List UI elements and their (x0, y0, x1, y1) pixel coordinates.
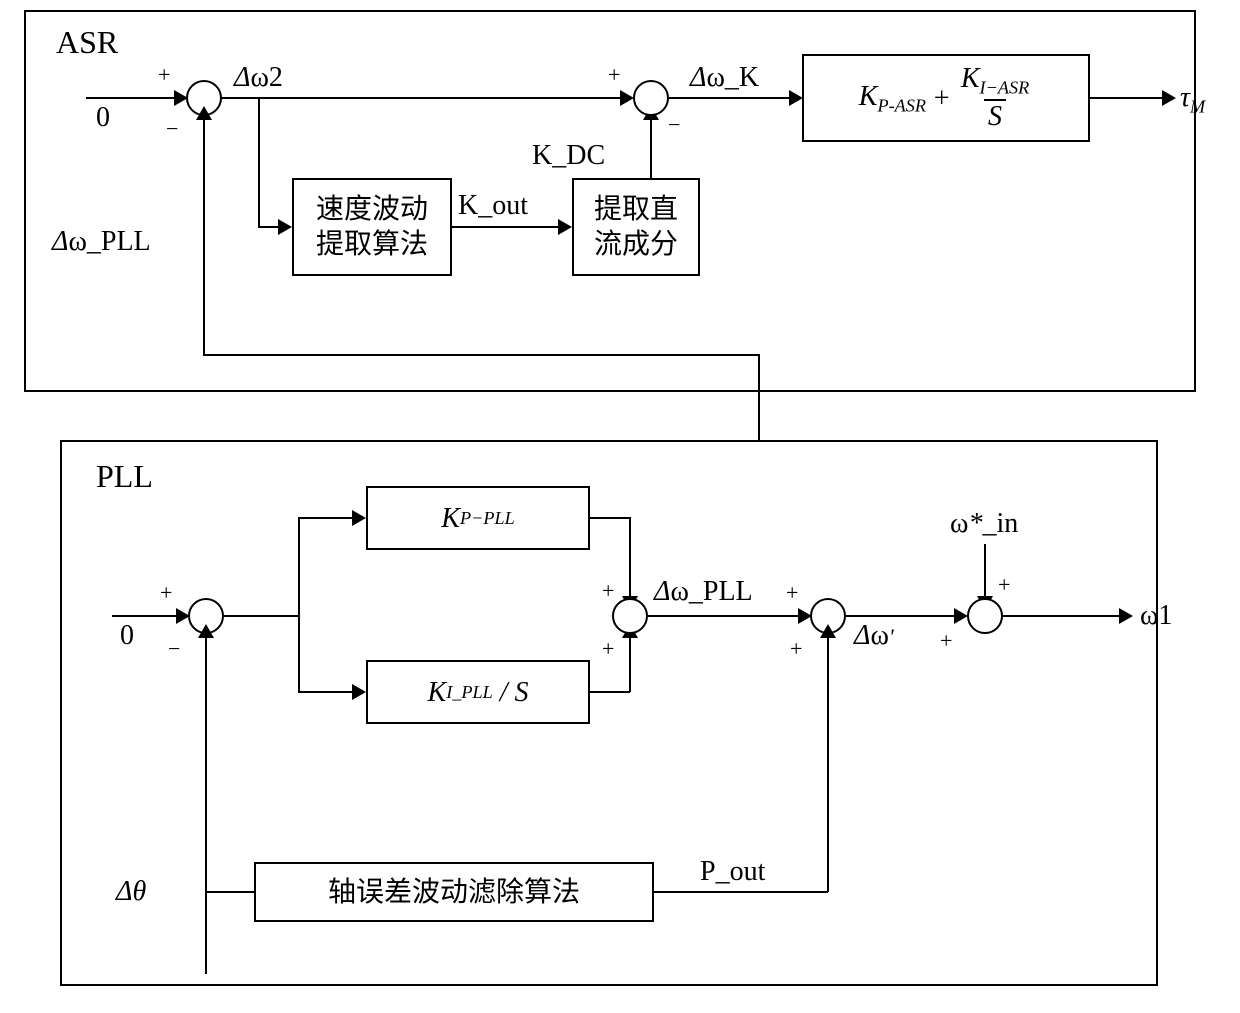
pout-arrow (820, 624, 836, 638)
dc-extract-block: 提取直流成分 (572, 178, 700, 276)
pll-sum1-minus: − (168, 636, 180, 662)
pout-v (827, 634, 829, 892)
asr-fb-arrow (196, 106, 212, 120)
asr-s2-pi-arrow (789, 90, 803, 106)
asr-s1-s2 (222, 97, 624, 99)
asr-in-line (86, 97, 178, 99)
kp-out-h (590, 517, 630, 519)
kdc-label: K_DC (532, 140, 605, 172)
speed-ripple-block: 速度波动提取算法 (292, 178, 452, 276)
dtheta-arrow (198, 624, 214, 638)
asr-pi-block: KP-ASR + KI−ASRS (802, 54, 1090, 142)
pll-split-v (298, 517, 300, 693)
ki-out-h (590, 691, 630, 693)
kdc-line (650, 116, 652, 178)
pll-out-line (1003, 615, 1123, 617)
omega-star-in-label: ω*_in (950, 508, 1018, 540)
pll-out-arrow (1119, 608, 1133, 624)
asr-fb-h (203, 354, 760, 356)
ki-pll-block: KI_PLL / S (366, 660, 590, 724)
dc-extract-text: 提取直流成分 (594, 192, 678, 262)
pll-s3-s4 (846, 615, 958, 617)
pout-label: P_out (700, 856, 765, 888)
asr-sum2 (633, 80, 669, 116)
omega-star-v (984, 544, 986, 600)
pll-sum2 (612, 598, 648, 634)
shaft-err-text: 轴误差波动滤除算法 (328, 875, 580, 910)
asr-out-arrow (1162, 90, 1176, 106)
pll-to-kp-arrow (352, 510, 366, 526)
pll-sum3-plus-b: + (790, 636, 802, 662)
pll-zero: 0 (120, 620, 134, 652)
asr-s2-pi (669, 97, 793, 99)
asr-title: ASR (56, 24, 118, 61)
pll-dw-pll-label: Δω_PLL (654, 576, 753, 608)
pll-in-line (112, 615, 180, 617)
pll-s2-s3 (648, 615, 802, 617)
pll-s3-s4-arrow (954, 608, 968, 624)
dtheta-v (205, 634, 207, 974)
pll-sum2-plus-bot: + (602, 636, 614, 662)
delta-omega-k-label: Δω_K (690, 62, 759, 94)
speed-ripple-text: 速度波动提取算法 (316, 192, 428, 262)
pll-sum4-plus-l: + (940, 628, 952, 654)
dtheta-h (205, 891, 254, 893)
omega1-label: ω1 (1140, 600, 1172, 632)
kp-out-v (629, 517, 631, 600)
asr-out-line (1090, 97, 1166, 99)
asr-sum2-minus: − (668, 112, 680, 138)
pll-sum1-plus: + (160, 580, 172, 606)
pll-s1-out (224, 615, 300, 617)
kout-arrow (558, 219, 572, 235)
delta-theta-label: Δθ (116, 876, 146, 908)
pll-sum2-plus-top: + (602, 578, 614, 604)
kout-label: K_out (458, 190, 528, 222)
asr-branch-down (258, 97, 260, 228)
asr-sum1-minus: − (166, 116, 178, 142)
pll-sum4 (967, 598, 1003, 634)
pll-sum3-plus-l: + (786, 580, 798, 606)
asr-branch-arrow (278, 219, 292, 235)
kout-line (452, 226, 562, 228)
asr-fb-v (203, 116, 205, 356)
pll-to-kp (298, 517, 356, 519)
pll-to-ki (298, 691, 356, 693)
asr-zero: 0 (96, 102, 110, 134)
delta-omega-prime-label: Δω' (854, 620, 894, 652)
asr-sum2-plus: + (608, 62, 620, 88)
delta-omega2-label: Δω2 (234, 62, 283, 94)
control-diagram: ASR 0 + − Δω2 速度波动提取算法 K_out 提取直流成分 K_DC… (0, 0, 1240, 1013)
shaft-err-block: 轴误差波动滤除算法 (254, 862, 654, 922)
asr-s1-s2-arrow (620, 90, 634, 106)
pll-sum4-plus-t: + (998, 572, 1010, 598)
asr-sum1-plus: + (158, 62, 170, 88)
kp-pll-block: KP−PLL (366, 486, 590, 550)
pll-to-ki-arrow (352, 684, 366, 700)
asr-feedback-label: Δω_PLL (52, 226, 151, 258)
ki-out-v (629, 634, 631, 692)
pll-title: PLL (96, 458, 153, 495)
pout-h (654, 891, 828, 893)
tau-m-label: τM (1180, 82, 1205, 118)
